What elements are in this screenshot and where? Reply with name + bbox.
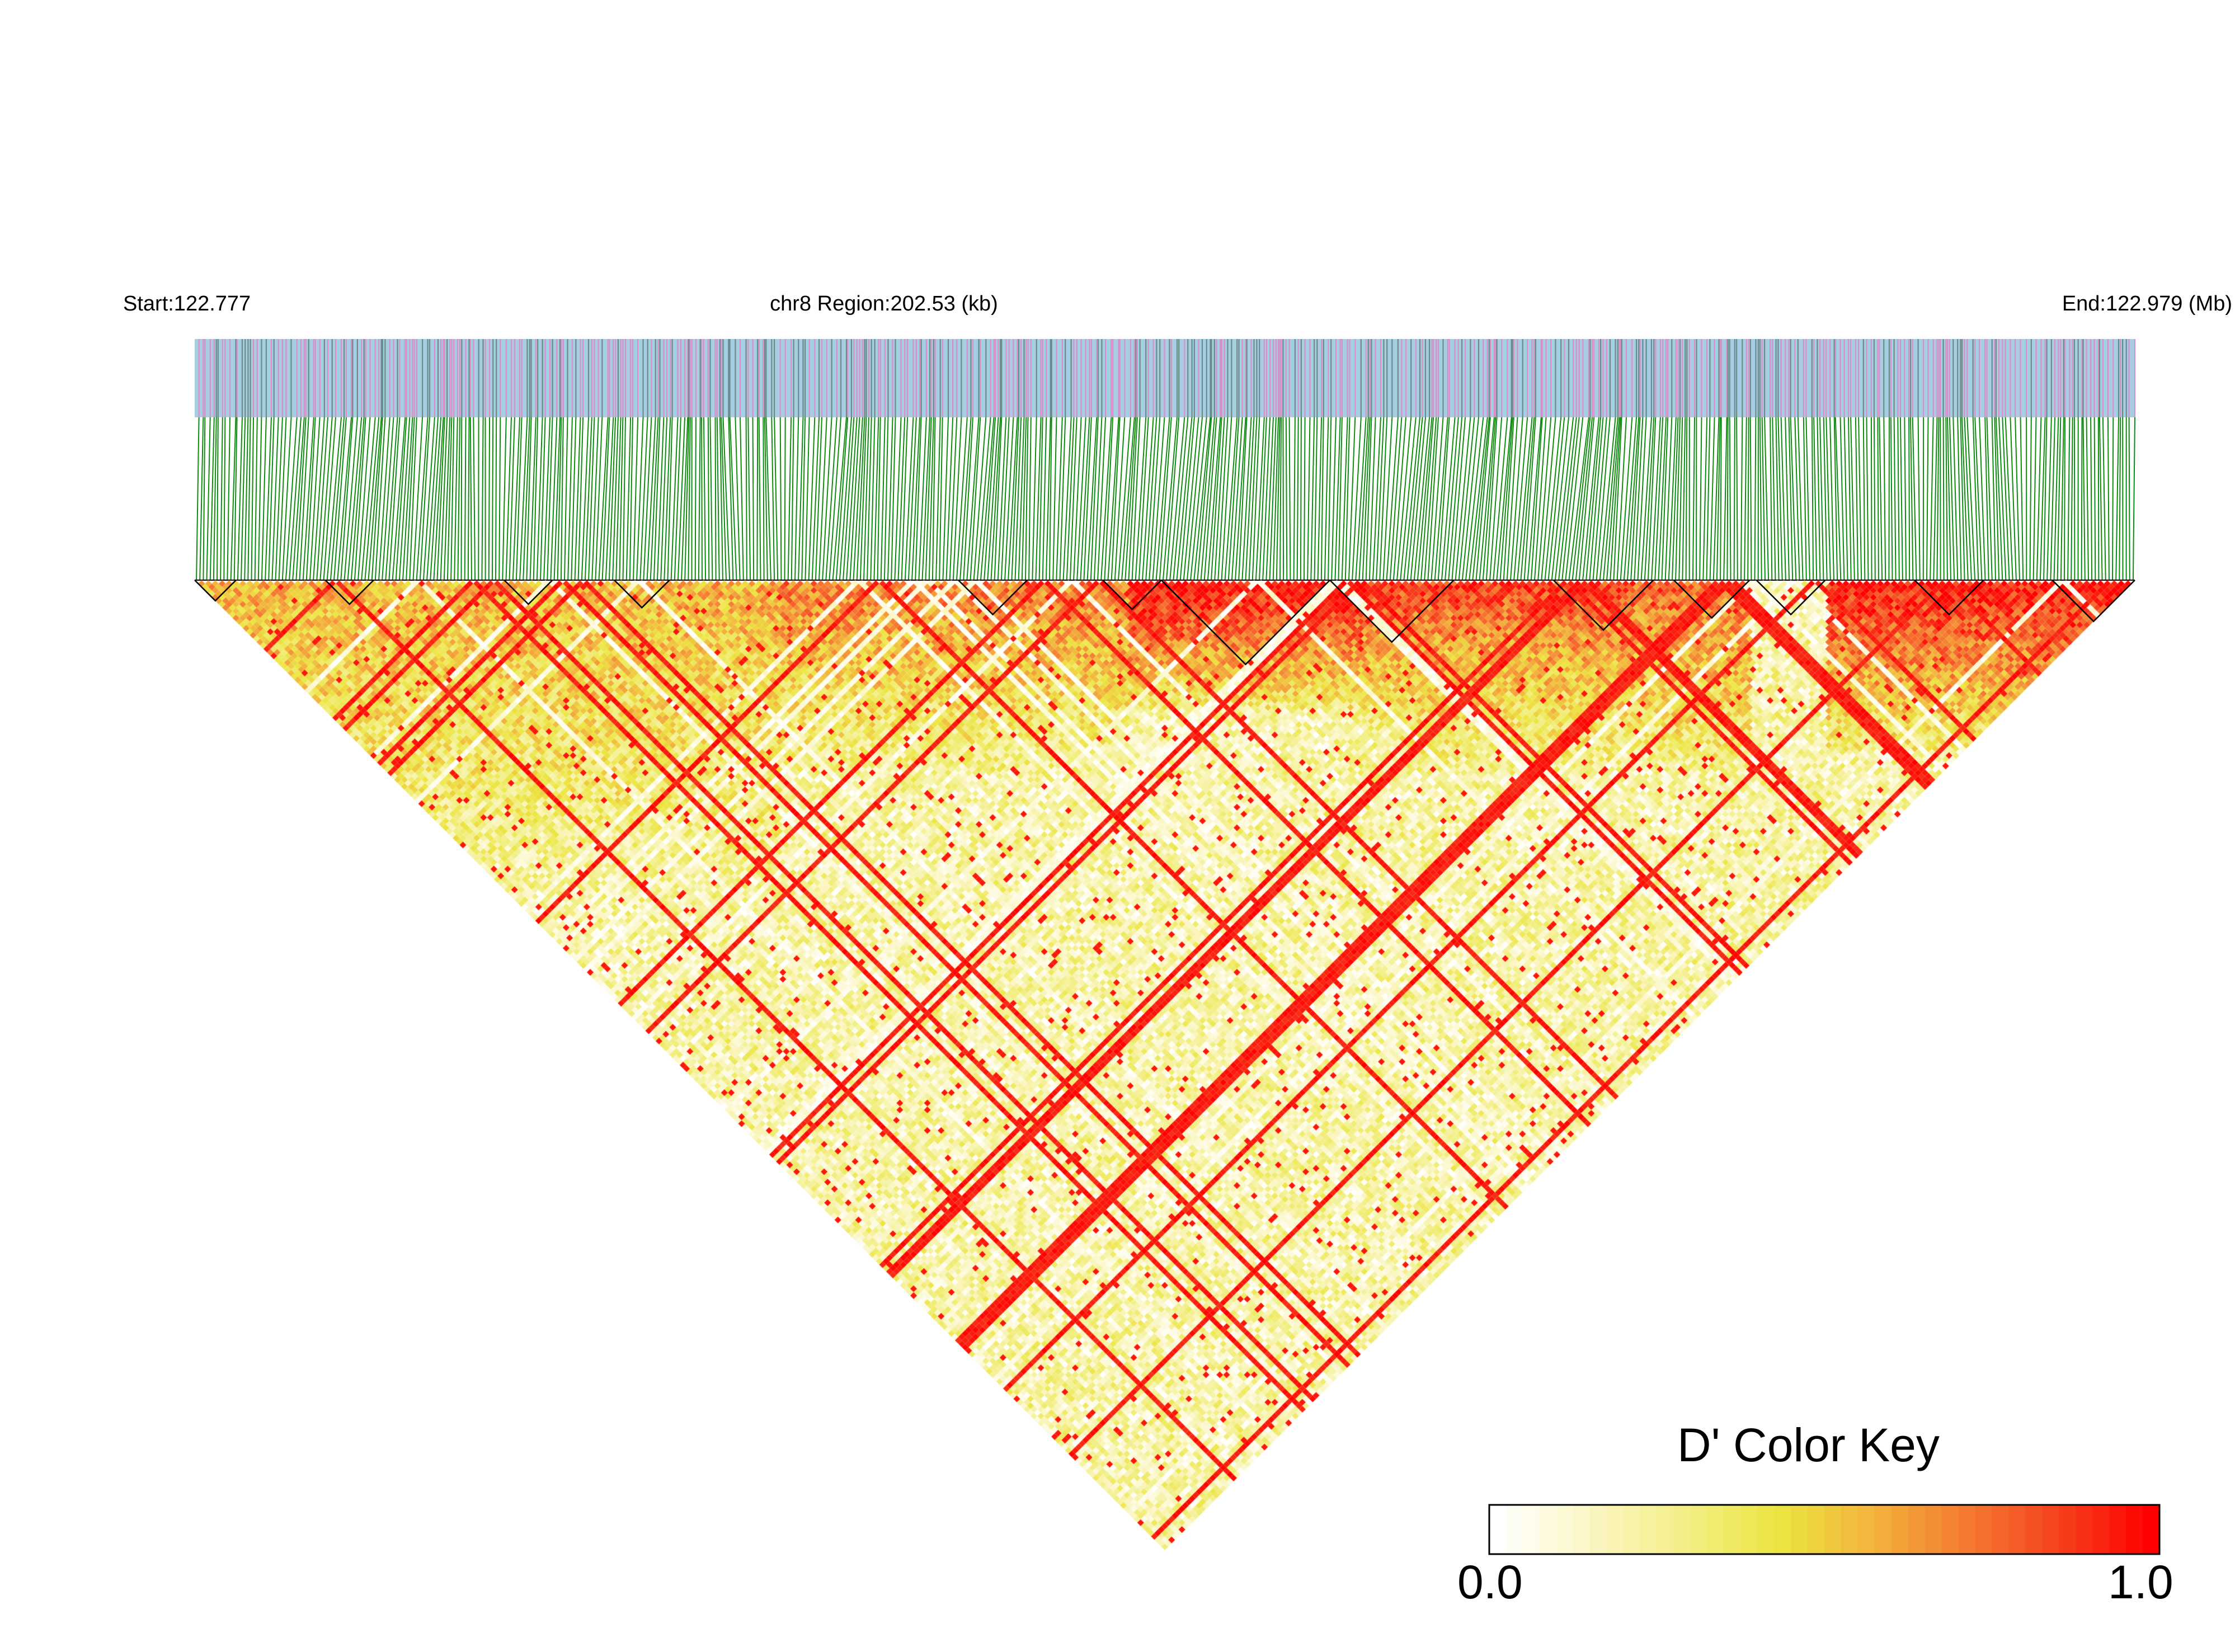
region-start-label: Start:122.777 (123, 292, 251, 316)
color-key-swatch (1573, 1505, 1591, 1554)
color-key-swatch (1925, 1505, 1942, 1554)
color-key-swatch (1539, 1505, 1557, 1554)
color-key-min-label: 0.0 (1457, 1556, 1523, 1608)
ld-heatmap-cells (195, 580, 2135, 1550)
color-key-swatch (1623, 1505, 1641, 1554)
color-key-swatch (1522, 1505, 1540, 1554)
haplotype-block (194, 580, 237, 602)
color-key-max-label: 1.0 (2108, 1556, 2173, 1608)
color-key-swatch (1791, 1505, 1808, 1554)
haplotype-block (614, 580, 670, 609)
haplotype-block (1102, 580, 1162, 611)
color-key-swatch (1505, 1505, 1523, 1554)
haplotype-block (1552, 580, 1654, 631)
color-key (1488, 1504, 2161, 1555)
color-key-swatch (1640, 1505, 1658, 1554)
haplotype-block (504, 580, 553, 605)
color-key-swatch (1724, 1505, 1742, 1554)
snp-connector-line (196, 417, 2135, 581)
color-key-swatch (1908, 1505, 1926, 1554)
color-key-frame (1488, 1504, 2161, 1555)
haplotype-block (1329, 580, 1455, 643)
haplotype-block (958, 580, 1028, 616)
color-key-swatch (1707, 1505, 1725, 1554)
haplotype-block (1914, 580, 1984, 616)
color-key-swatch (2059, 1505, 2077, 1554)
color-key-swatch (1824, 1505, 1842, 1554)
color-key-swatch (1673, 1505, 1691, 1554)
region-title: chr8 Region:202.53 (kb) (770, 292, 998, 316)
color-key-swatch (2076, 1505, 2093, 1554)
snp-connector-lines (195, 417, 2135, 581)
color-key-swatch (1589, 1505, 1607, 1554)
color-key-swatch (2126, 1505, 2143, 1554)
color-key-swatch (1757, 1505, 1775, 1554)
haplotype-block (1756, 580, 1826, 616)
color-key-swatch (2092, 1505, 2110, 1554)
haplotype-blocks (194, 580, 2135, 666)
color-key-swatch (1958, 1505, 1976, 1554)
color-key-swatch (1556, 1505, 1574, 1554)
color-key-swatch (2109, 1505, 2126, 1554)
color-key-swatch (1857, 1505, 1875, 1554)
ld-triangle (195, 580, 2135, 1550)
haplotype-block (324, 580, 374, 605)
color-key-swatch (2143, 1505, 2160, 1554)
color-key-swatch (1891, 1505, 1909, 1554)
color-key-swatch (1690, 1505, 1708, 1554)
color-key-swatch (1808, 1505, 1825, 1554)
color-key-swatch (1941, 1505, 1959, 1554)
color-key-swatch (2025, 1505, 2043, 1554)
color-key-swatch (2008, 1505, 2026, 1554)
color-key-swatch (1841, 1505, 1858, 1554)
color-key-swatch (1874, 1505, 1892, 1554)
snp-track (195, 339, 2136, 417)
color-key-swatch (1657, 1505, 1674, 1554)
color-key-swatch (1606, 1505, 1624, 1554)
color-key-swatch (1992, 1505, 2010, 1554)
color-key-swatch (2042, 1505, 2060, 1554)
region-end-label: End:122.979 (Mb) (2062, 292, 2232, 316)
color-key-swatch (1975, 1505, 1993, 1554)
haplotype-block (1160, 580, 1331, 666)
color-key-title: D' Color Key (1677, 1419, 1940, 1471)
color-key-swatch (1489, 1505, 1507, 1554)
haplotype-block (2052, 580, 2135, 623)
haplotype-block (1673, 580, 1751, 619)
color-key-swatch (1774, 1505, 1791, 1554)
color-key-swatch (1740, 1505, 1758, 1554)
